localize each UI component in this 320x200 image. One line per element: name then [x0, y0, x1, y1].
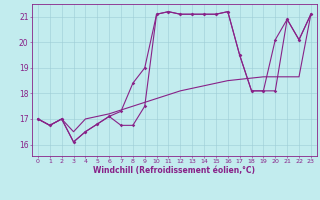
X-axis label: Windchill (Refroidissement éolien,°C): Windchill (Refroidissement éolien,°C): [93, 166, 255, 175]
